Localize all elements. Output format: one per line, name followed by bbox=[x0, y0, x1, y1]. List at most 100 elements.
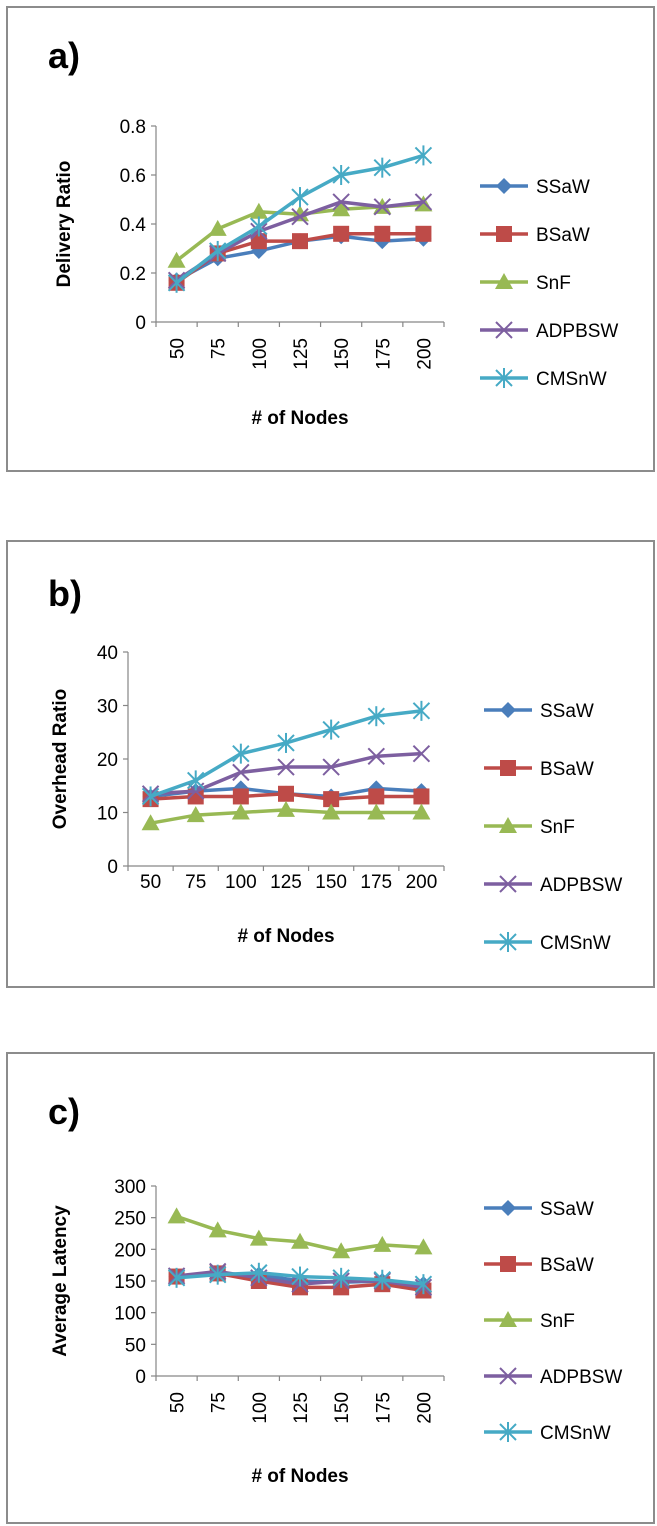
data-point bbox=[322, 803, 341, 820]
y-tick-label: 0.8 bbox=[120, 117, 146, 138]
data-point bbox=[278, 785, 294, 802]
legend-marker bbox=[499, 817, 517, 833]
legend-marker bbox=[500, 760, 516, 776]
legend-label: ADPBSW bbox=[540, 1367, 622, 1388]
data-point bbox=[414, 145, 433, 166]
x-tick-label: 200 bbox=[414, 1392, 435, 1424]
y-axis-title: Average Latency bbox=[50, 1205, 71, 1357]
data-point bbox=[367, 747, 385, 766]
overhead-ratio-chart: b) 0 10 20 30 40 50 75 100 125 150 175 200 Overhead R… bbox=[48, 573, 622, 954]
axes: 0 0.2 0.4 0.6 0.8 50 75 100 125 150 175 200 bbox=[120, 117, 445, 370]
data-point bbox=[277, 758, 295, 776]
legend-marker bbox=[495, 368, 513, 388]
y-axis-title: Overhead Ratio bbox=[50, 689, 71, 829]
legend-marker bbox=[499, 1311, 517, 1327]
data-point bbox=[250, 233, 267, 250]
data-point bbox=[412, 744, 431, 763]
axes: 0 10 20 30 40 50 75 100 125 150 175 200 bbox=[97, 643, 445, 893]
data-point bbox=[373, 198, 391, 216]
data-point bbox=[333, 225, 350, 242]
data-point bbox=[291, 187, 309, 208]
legend-label: BSaW bbox=[540, 1255, 594, 1276]
legend-label: SnF bbox=[536, 273, 571, 294]
data-point bbox=[250, 216, 268, 237]
legend-item-cmsnw: CMSnW bbox=[480, 368, 607, 390]
data-point bbox=[374, 225, 391, 242]
y-tick-label: 50 bbox=[125, 1335, 146, 1356]
data-point bbox=[167, 272, 186, 293]
legend: SSaW BSaW SnF ADPBSW CMSnW bbox=[480, 177, 618, 390]
x-tick-label: 150 bbox=[332, 338, 353, 370]
x-tick-label: 200 bbox=[406, 872, 438, 893]
legend-marker bbox=[495, 273, 513, 289]
legend-label: ADPBSW bbox=[540, 875, 622, 896]
legend-item-ssaw: SSaW bbox=[484, 701, 594, 722]
legend-label: CMSnW bbox=[540, 1423, 611, 1444]
data-point bbox=[209, 240, 227, 261]
x-tick-label: 175 bbox=[373, 1392, 394, 1424]
legend: SSaW BSaW SnF ADPBSW CMSnW bbox=[484, 1199, 622, 1444]
data-point bbox=[413, 788, 430, 805]
x-tick-label: 75 bbox=[209, 338, 230, 359]
y-tick-label: 300 bbox=[114, 1177, 146, 1198]
data-point bbox=[249, 1229, 268, 1246]
data-point bbox=[208, 219, 227, 236]
panel-label: c) bbox=[48, 1091, 80, 1132]
data-point bbox=[291, 1266, 309, 1287]
y-tick-label: 250 bbox=[114, 1209, 146, 1230]
legend-item-adpbsw: ADPBSW bbox=[480, 321, 618, 342]
legend-label: SSaW bbox=[536, 177, 590, 198]
data-point bbox=[332, 1242, 351, 1259]
legend-label: BSaW bbox=[536, 225, 590, 246]
legend-label: SSaW bbox=[540, 1199, 594, 1220]
data-point bbox=[167, 251, 186, 268]
average-latency-chart: c) 0 50 100 150 200 250 300 50 75 100 125 150 175 200 A… bbox=[48, 1091, 622, 1487]
data-point bbox=[291, 207, 309, 226]
y-tick-label: 20 bbox=[97, 750, 118, 771]
legend-item-cmsnw: CMSnW bbox=[484, 1422, 611, 1444]
data-point bbox=[367, 706, 385, 727]
data-point bbox=[141, 814, 160, 831]
legend-item-snf: SnF bbox=[480, 273, 571, 294]
legend-item-snf: SnF bbox=[484, 817, 575, 838]
data-point bbox=[323, 791, 340, 808]
data-point bbox=[412, 700, 431, 721]
legend-item-bsaw: BSaW bbox=[484, 759, 594, 780]
legend-marker bbox=[500, 702, 516, 718]
data-point bbox=[249, 202, 268, 219]
data-point bbox=[231, 803, 250, 820]
data-point bbox=[367, 803, 386, 820]
legend: SSaW BSaW SnF ADPBSW CMSnW bbox=[484, 701, 622, 954]
data-point bbox=[414, 193, 433, 211]
y-tick-label: 100 bbox=[114, 1304, 146, 1325]
panel-label: a) bbox=[48, 35, 80, 76]
x-tick-label: 50 bbox=[168, 1392, 189, 1413]
axes: 0 50 100 150 200 250 300 50 75 100 125 150 175 200 bbox=[114, 1177, 445, 1424]
legend-marker bbox=[499, 1367, 517, 1385]
data-point bbox=[208, 1221, 227, 1238]
y-tick-label: 150 bbox=[114, 1272, 146, 1293]
x-tick-label: 125 bbox=[270, 872, 302, 893]
data-point bbox=[277, 800, 295, 817]
legend-item-bsaw: BSaW bbox=[484, 1255, 594, 1276]
series-snf bbox=[167, 1207, 433, 1259]
data-point bbox=[373, 157, 391, 178]
legend-marker bbox=[500, 1200, 516, 1216]
data-point bbox=[167, 1207, 186, 1224]
legend-label: SnF bbox=[540, 817, 575, 838]
series-adpbsw bbox=[141, 744, 431, 803]
legend-marker bbox=[496, 226, 512, 242]
y-tick-label: 30 bbox=[97, 697, 118, 718]
chart-panel-a: a) 0 0.2 0.4 0.6 0.8 50 75 100 125 150 175 200 Delive… bbox=[6, 6, 655, 472]
legend-marker bbox=[499, 1422, 517, 1442]
x-tick-label: 175 bbox=[360, 872, 392, 893]
x-tick-label: 50 bbox=[140, 872, 161, 893]
data-point bbox=[291, 1232, 309, 1249]
data-point bbox=[209, 1264, 227, 1285]
legend-item-ssaw: SSaW bbox=[480, 177, 590, 198]
data-point bbox=[277, 732, 295, 753]
y-tick-label: 0 bbox=[135, 313, 146, 334]
legend-label: CMSnW bbox=[540, 933, 611, 954]
legend-label: SnF bbox=[540, 1311, 575, 1332]
data-point bbox=[415, 225, 432, 242]
